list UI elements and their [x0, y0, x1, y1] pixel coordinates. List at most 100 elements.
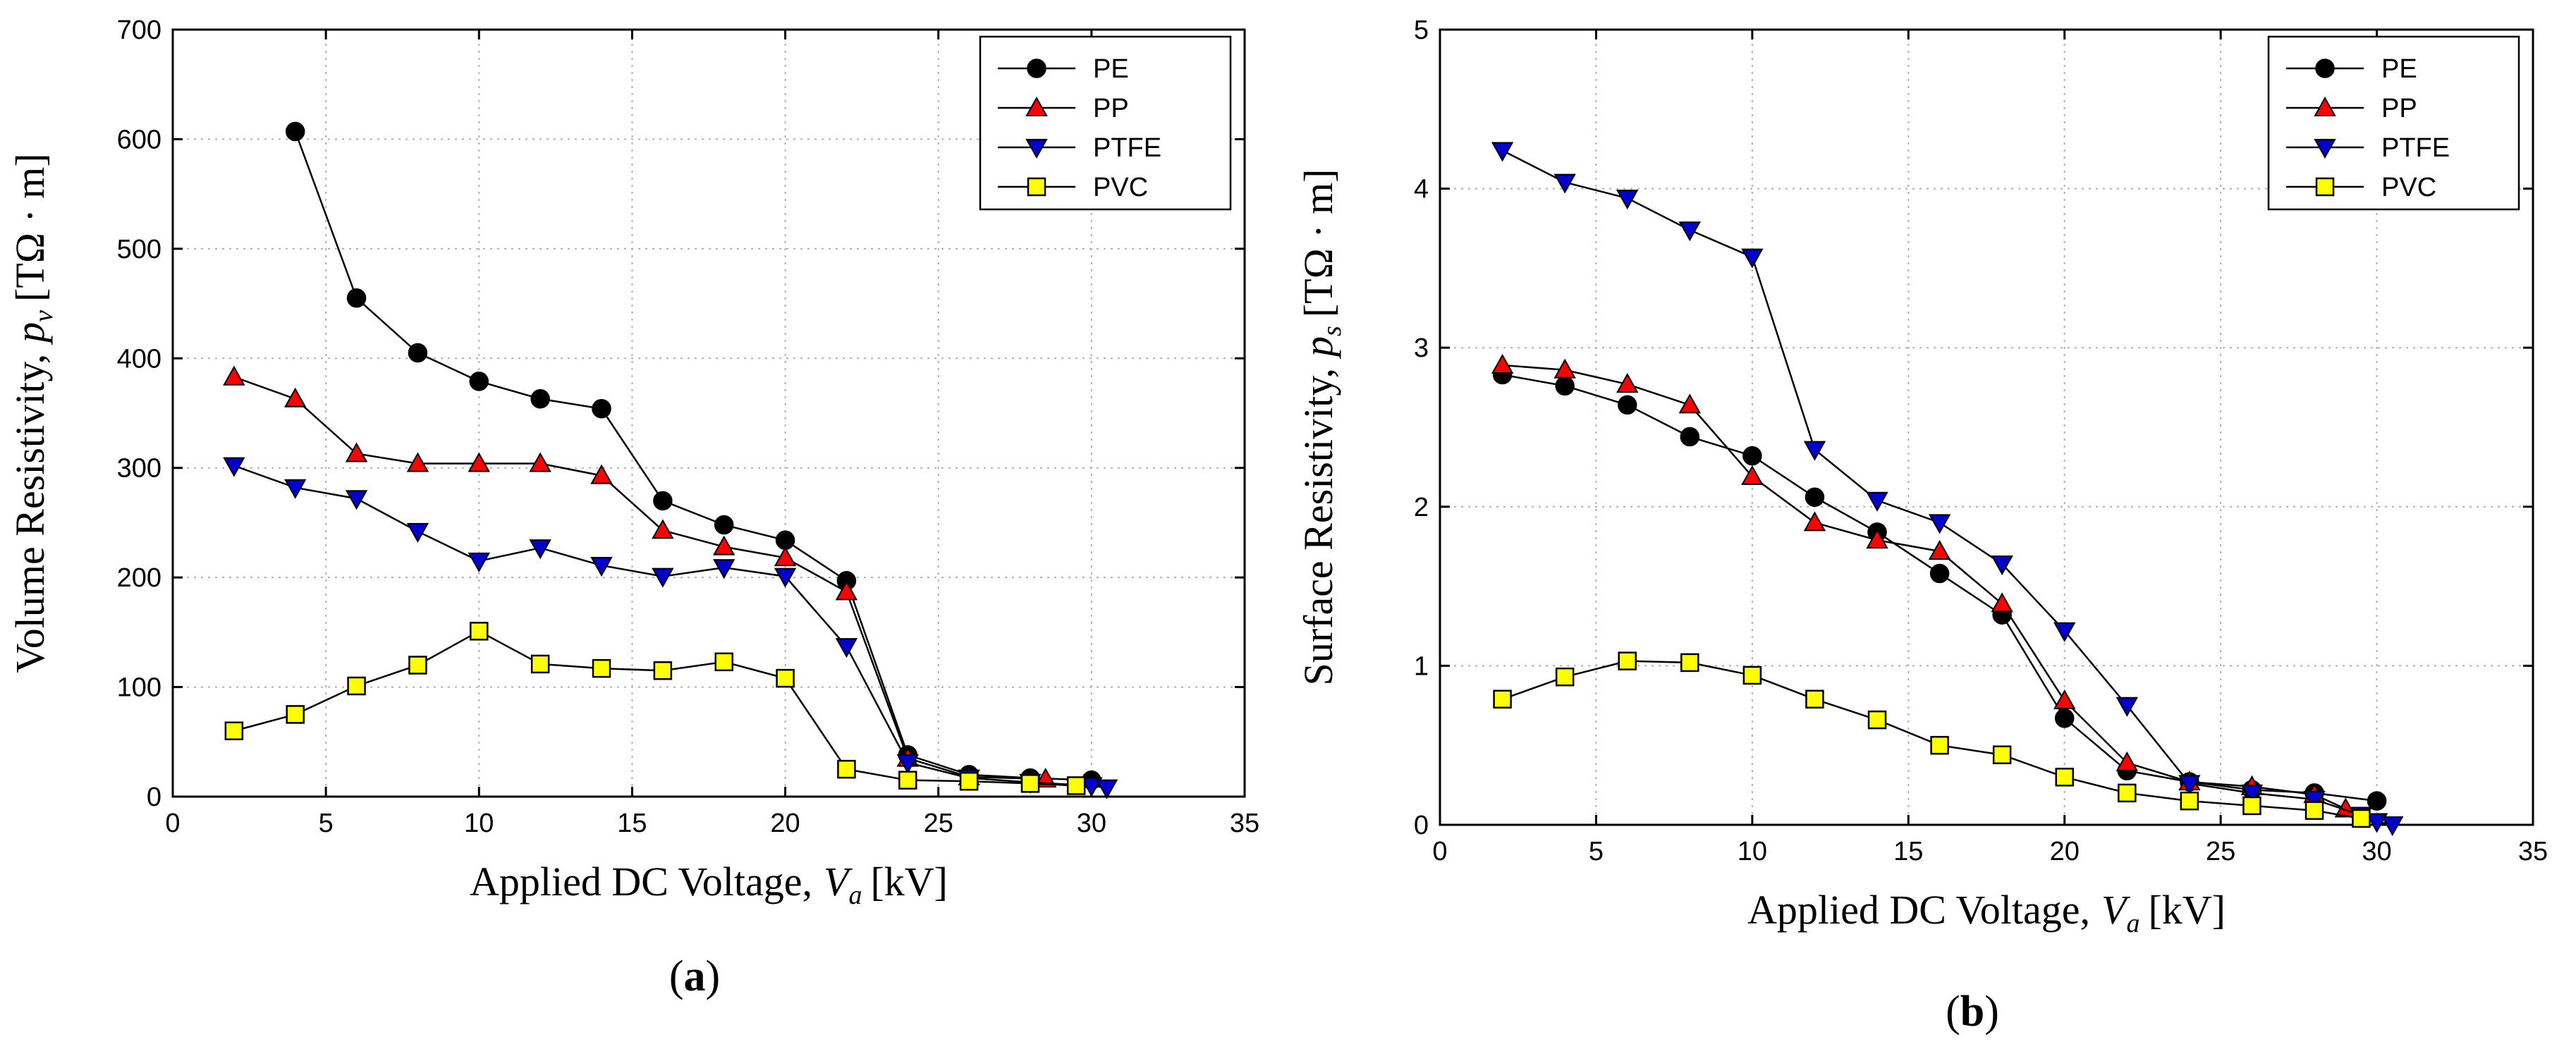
legend: PE PP PTFE PVC — [2267, 35, 2520, 211]
x-tick-label: 15 — [1893, 837, 1923, 866]
plot-frame — [171, 28, 1246, 798]
x-tick-label: 20 — [770, 809, 800, 838]
data-point-ptfe — [1080, 777, 1103, 797]
data-point-ptfe — [2178, 775, 2201, 795]
x-tick-label: 15 — [617, 809, 647, 838]
panel-label-close: ) — [706, 952, 721, 1000]
y-tick-label: 400 — [117, 344, 161, 374]
x-axis-label-text: Applied DC Voltage, — [1747, 887, 2090, 933]
x-tick-label: 0 — [165, 809, 180, 838]
legend-item-pvc: PVC — [2286, 173, 2436, 202]
data-point-ptfe — [1616, 190, 1639, 210]
chart-a-svg: 0 5 10 15 20 25 30 35 0 100 200 300 400 500 600 700 PE PP… — [7, 16, 1259, 1000]
series-line-ptfe — [233, 465, 1107, 789]
data-point-pvc — [347, 676, 366, 696]
ticks: 0 5 10 15 20 25 30 35 0 1 2 3 4 5 — [1414, 16, 2548, 866]
y-axis-label-sub: v — [29, 310, 59, 322]
data-point-pvc — [2118, 783, 2137, 803]
data-point-ptfe — [1678, 221, 1701, 242]
data-point-pp — [2053, 689, 2076, 710]
series-pe — [285, 121, 1101, 790]
panel-label-letter: b — [1960, 988, 1984, 1036]
legend-label: PTFE — [1093, 133, 1161, 163]
data-point-ptfe — [896, 754, 919, 774]
data-point-ptfe — [2116, 697, 2138, 717]
y-tick-label: 500 — [117, 235, 161, 264]
x-axis-label: Applied DC Voltage, Va [kV] — [470, 859, 948, 910]
x-axis-label-unit: [kV] — [870, 859, 948, 904]
data-point-pvc — [959, 771, 979, 791]
panel-label: (b) — [1946, 988, 1999, 1036]
data-point-pe — [775, 530, 795, 551]
data-point-pp — [1553, 358, 1576, 379]
data-point-pvc — [1066, 776, 1086, 795]
series-ptfe — [1491, 142, 2404, 837]
y-tick-label: 300 — [117, 454, 161, 484]
y-axis-label-text: Volume Resistivity, — [7, 354, 53, 673]
x-tick-label: 5 — [1589, 837, 1604, 866]
series-group — [1491, 142, 2404, 837]
x-axis-label-text: Applied DC Voltage, — [470, 859, 812, 904]
data-point-pp — [1678, 393, 1701, 414]
x-tick-label: 35 — [1230, 809, 1259, 838]
panel-label-close: ) — [1984, 988, 1999, 1036]
data-point-pvc — [1618, 651, 1637, 670]
legend-marker — [1025, 139, 1048, 159]
data-point-pvc — [714, 652, 733, 672]
data-point-pvc — [1992, 745, 2012, 764]
series-line-pvc — [233, 630, 1077, 787]
y-tick-label: 5 — [1414, 16, 1429, 45]
legend-box — [2267, 35, 2520, 211]
data-point-pe — [1617, 395, 1637, 415]
x-axis-label-sub: a — [2126, 909, 2139, 938]
x-tick-label: 35 — [2518, 837, 2548, 866]
legend-label: PP — [1093, 94, 1129, 123]
data-point-pe — [530, 389, 550, 409]
chart-b-svg: 0 5 10 15 20 25 30 35 0 1 2 3 4 5 PE PP PTFE PVC Applied D… — [1295, 16, 2548, 1036]
x-axis-label-sub: a — [848, 881, 862, 910]
legend-label: PVC — [1093, 173, 1148, 202]
x-axis-label-var: V — [824, 859, 853, 904]
y-tick-label: 2 — [1414, 493, 1429, 522]
data-point-pvc — [2242, 796, 2261, 816]
legend-label: PE — [1093, 54, 1129, 84]
data-point-pe — [1680, 427, 1700, 447]
data-point-ptfe — [652, 568, 674, 588]
data-point-pvc — [776, 668, 795, 688]
y-axis-label-var: p — [1295, 336, 1341, 360]
data-point-ptfe — [1928, 514, 1951, 534]
data-point-ptfe — [1553, 173, 1576, 194]
data-point-pe — [1805, 487, 1825, 508]
data-point-ptfe — [345, 490, 368, 510]
data-point-pe — [714, 515, 734, 535]
series-pvc — [224, 622, 1086, 795]
x-tick-label: 30 — [1077, 809, 1106, 838]
y-axis-label-var: p — [7, 322, 53, 345]
data-point-ptfe — [1991, 556, 2013, 576]
data-point-pp — [590, 464, 613, 484]
data-point-pe — [285, 121, 305, 142]
data-point-pp — [1803, 511, 1826, 532]
data-point-ptfe — [835, 638, 858, 658]
data-point-pvc — [2305, 801, 2324, 820]
panel-label-open: ( — [1946, 988, 1960, 1036]
data-point-pvc — [592, 658, 611, 678]
y-tick-label: 0 — [1414, 811, 1429, 840]
y-tick-label: 3 — [1414, 333, 1429, 363]
data-point-ptfe — [2365, 813, 2388, 833]
y-tick-label: 4 — [1414, 175, 1429, 204]
data-point-pvc — [1867, 710, 1887, 730]
legend-item-pp: PP — [998, 94, 1129, 123]
data-point-ptfe — [2381, 816, 2404, 837]
data-point-pvc — [1930, 735, 1949, 755]
data-point-pe — [2367, 791, 2387, 811]
data-point-pp — [1616, 373, 1639, 393]
y-axis-label-sub: s — [1317, 326, 1347, 336]
data-point-pe — [346, 288, 367, 308]
legend-label: PP — [2381, 94, 2417, 123]
legend-marker — [2314, 139, 2336, 159]
y-axis-label-unit: [TΩ · m] — [1295, 169, 1341, 318]
legend-box — [979, 35, 1232, 211]
legend-label: PE — [2381, 54, 2417, 84]
data-point-ptfe — [1741, 248, 1764, 269]
